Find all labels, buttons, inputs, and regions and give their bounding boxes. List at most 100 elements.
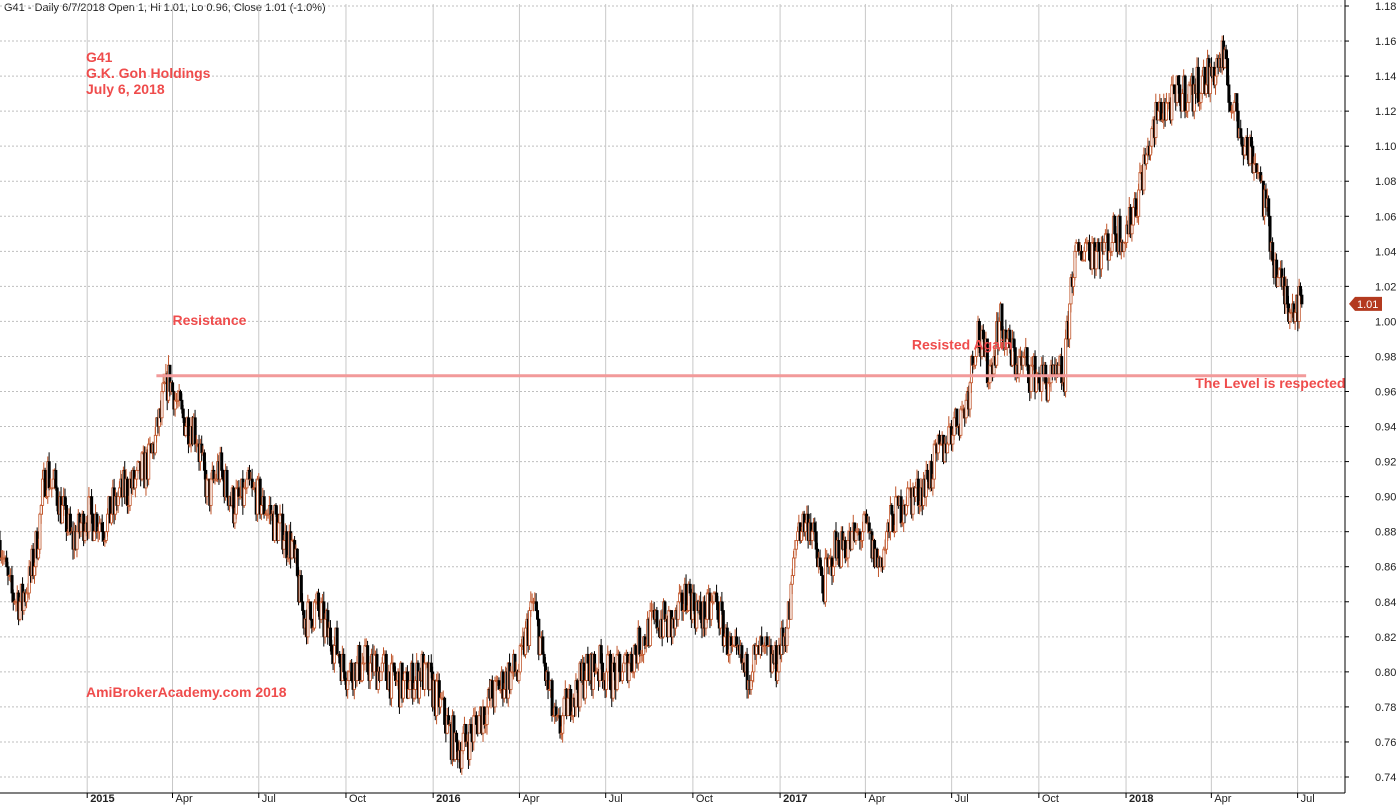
candle-body: [959, 408, 963, 436]
candle-body: [831, 566, 835, 576]
candle-body: [1200, 75, 1204, 95]
candle-body: [360, 662, 364, 682]
candle-body: [234, 487, 238, 515]
y-tick-label: 0.84: [1375, 597, 1396, 609]
candle-body: [562, 697, 566, 717]
y-tick-label: 1.10: [1375, 141, 1396, 153]
candle-body: [618, 653, 622, 673]
candle-body: [350, 662, 354, 682]
candle-body: [355, 662, 359, 682]
candle-body: [823, 557, 827, 603]
x-tick-label: Oct: [349, 793, 366, 805]
candle-body: [1245, 137, 1249, 156]
candle-body: [64, 504, 68, 533]
candle-body: [655, 610, 659, 629]
candle-body: [384, 653, 388, 682]
candle-body: [566, 697, 570, 717]
candle-body: [363, 645, 367, 664]
candle-body: [335, 627, 339, 655]
candle-body: [620, 671, 624, 682]
candle-body: [358, 645, 362, 682]
candle-body: [955, 408, 959, 427]
candle-body: [765, 636, 769, 646]
candle-body: [1025, 347, 1029, 366]
watermark-text: AmiBrokerAcademy.com 2018: [86, 684, 287, 700]
x-tick-label: Jul: [609, 793, 623, 805]
candle-body: [220, 452, 224, 471]
candle-body: [785, 627, 789, 646]
candle-body: [75, 531, 79, 550]
candle-body: [209, 478, 213, 506]
candle-body: [260, 504, 264, 515]
candle-body: [1183, 75, 1187, 112]
y-tick-label: 0.74: [1375, 772, 1396, 784]
candle-body: [1090, 242, 1094, 270]
y-axis: 0.74 0.76 0.78 0.80 0.82 0.84 0.86 0.88 0.90 0.92…: [1345, 1, 1396, 784]
candle-body: [1300, 294, 1304, 305]
company-name: G.K. Goh Holdings: [86, 65, 211, 81]
y-tick-label: 0.82: [1375, 632, 1396, 644]
candle-body: [692, 592, 696, 611]
candle-body: [630, 653, 634, 673]
last-price-tag: [1349, 296, 1382, 311]
candlestick-series: [0, 35, 1304, 775]
candle-body: [861, 531, 865, 541]
annotation-label: The Level is respected: [1195, 375, 1345, 391]
y-tick-label: 0.76: [1375, 737, 1396, 749]
candle-body: [282, 540, 286, 550]
candle-body: [1110, 242, 1114, 252]
candle-body: [301, 601, 305, 611]
y-tick-label: 0.94: [1375, 422, 1396, 434]
candle-body: [90, 496, 94, 515]
candle-body: [1180, 93, 1184, 112]
candle-body: [899, 496, 903, 524]
candle-body: [1267, 198, 1271, 217]
candle-body: [472, 715, 476, 743]
chart-header: G41 - Daily 6/7/2018 Open 1, Hi 1.01, Lo…: [4, 2, 326, 14]
candle-body: [225, 469, 229, 498]
x-tick-label: Apr: [522, 793, 539, 805]
candle-body: [160, 391, 164, 419]
candle-body: [205, 478, 209, 498]
last-price-marker: 1.01: [1349, 296, 1382, 311]
candle-body: [342, 653, 346, 673]
candle-body: [615, 653, 619, 690]
x-tick-label: Apr: [176, 793, 193, 805]
candle-body: [1276, 277, 1280, 287]
candle-body: [1196, 66, 1200, 103]
candle-body: [171, 382, 175, 392]
x-tick-label: Jul: [262, 793, 276, 805]
candle-body: [760, 636, 764, 646]
y-tick-label: 1.04: [1375, 246, 1396, 258]
candle-body: [242, 487, 246, 506]
candle-body: [1137, 189, 1141, 217]
x-tick-label: Jul: [1301, 793, 1315, 805]
y-tick-label: 0.86: [1375, 562, 1396, 574]
candle-body: [705, 592, 709, 620]
candle-body: [796, 531, 800, 541]
y-tick-label: 0.80: [1375, 667, 1396, 679]
y-tick-label: 0.88: [1375, 527, 1396, 539]
y-tick-label: 1.18: [1375, 1, 1396, 13]
x-tick-label: 2015: [90, 793, 114, 805]
candle-body: [988, 364, 992, 384]
last-price-label: 1.01: [1357, 299, 1378, 311]
annotation-label: Resistance: [173, 312, 247, 328]
y-tick-label: 1.12: [1375, 106, 1396, 118]
candle-body: [245, 478, 249, 489]
grid-layer: [0, 4, 1345, 793]
candle-body: [309, 601, 313, 620]
candle-body: [407, 688, 411, 699]
annotation-label: Resisted Again: [912, 336, 1013, 352]
candle-body: [676, 601, 680, 620]
x-tick-label: Apr: [1214, 793, 1231, 805]
candle-body: [41, 478, 45, 506]
y-tick-label: 1.16: [1375, 36, 1396, 48]
title-block: G41 G.K. Goh Holdings July 6, 2018: [86, 49, 211, 97]
candle-body: [285, 531, 289, 559]
annotations: Resistance Resisted Again The Level is res…: [173, 312, 1346, 391]
x-tick-label: 2016: [436, 793, 460, 805]
candle-body: [181, 408, 185, 419]
y-tick-label: 0.96: [1375, 387, 1396, 399]
